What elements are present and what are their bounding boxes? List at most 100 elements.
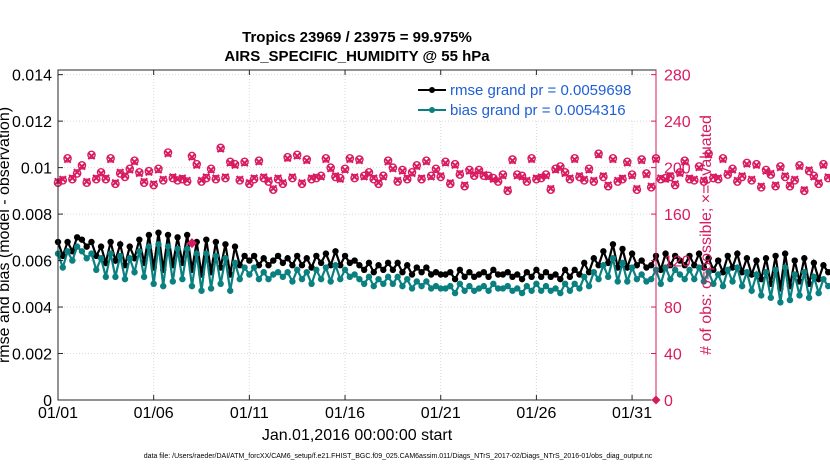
rmse-point [423, 264, 430, 271]
obs-possible-point [106, 154, 115, 163]
rmse-point [657, 266, 664, 274]
rmse-point [88, 238, 95, 246]
y-right-tick-label: 200 [664, 161, 691, 178]
obs-evaluated-point [795, 162, 804, 171]
bias-point [413, 278, 420, 285]
y-axis-label-left: rmse and bias (model - observation) [0, 107, 13, 363]
obs-evaluated-point [604, 181, 613, 189]
x-axis: 01/01 01/06 01/11 01/16 01/21 01/26 01/31 [38, 70, 652, 422]
obs-possible-point [326, 163, 335, 172]
obs-evaluated-point [336, 175, 345, 184]
obs-evaluated-point [408, 169, 416, 178]
obs-possible-point [149, 180, 158, 190]
rmse-point [164, 231, 172, 239]
obs-evaluated-point [398, 167, 407, 175]
obs-evaluated-point [125, 166, 134, 174]
bias-point [609, 255, 617, 262]
bias-point [667, 275, 674, 283]
bias-point [705, 268, 712, 276]
rmse-point [471, 273, 478, 281]
obs-evaluated-point [570, 155, 579, 164]
rmse-point [624, 264, 631, 271]
legend-label-bias: bias grand pr = 0.0054316 [450, 102, 626, 119]
legend-marker-rmse [429, 87, 435, 93]
bias-point [762, 268, 770, 276]
obs-possible-point [680, 156, 690, 165]
rmse-point [600, 248, 607, 255]
rmse-point [107, 238, 114, 246]
obs-possible-point [565, 174, 575, 184]
bias-point [93, 266, 100, 274]
obs-evaluated-point [585, 166, 593, 174]
obs-possible-point [737, 172, 747, 182]
bias-point [777, 299, 784, 306]
obs-possible-point [139, 178, 149, 188]
obs-evaluated-point [250, 174, 259, 182]
obs-evaluated-point [632, 184, 641, 193]
bias-point [561, 280, 569, 288]
bias-point [581, 273, 588, 281]
bias-point [767, 294, 775, 301]
y-left-tick-label: 0.004 [12, 300, 52, 317]
obs-possible-point [125, 164, 135, 174]
bias-point [729, 278, 736, 285]
bias-point [255, 275, 263, 283]
bias-point [643, 278, 650, 285]
bias-point [456, 280, 464, 288]
rmse-point [700, 264, 708, 271]
obs-evaluated-point [671, 179, 680, 188]
rmse-point [825, 268, 830, 276]
rmse-point [136, 236, 143, 243]
rmse-point [341, 252, 349, 260]
obs-evaluated-point [278, 178, 287, 187]
obs-possible-point [82, 178, 92, 188]
rmse-point [791, 257, 798, 264]
rmse-point [97, 243, 105, 250]
bias-point [604, 273, 612, 281]
obs-possible-point [340, 164, 350, 174]
y-right-tick-label: 40 [664, 347, 682, 364]
rmse-point [628, 250, 636, 257]
obs-evaluated-point [58, 175, 67, 184]
rmse-point [705, 255, 712, 262]
rmse-point [714, 257, 722, 264]
obs-evaluated-point [503, 185, 512, 194]
bias-point [724, 266, 731, 274]
bias-point [432, 282, 440, 290]
legend-marker-bias [429, 107, 435, 113]
obs-evaluated-point [188, 153, 196, 162]
bias-point [786, 296, 794, 304]
obs-possible-point [455, 170, 465, 179]
series-layer [53, 143, 830, 405]
rmse-point [528, 273, 535, 281]
rmse-point [427, 271, 435, 278]
rmse-point [566, 273, 574, 281]
bias-point [461, 287, 468, 294]
rmse-point [648, 262, 655, 269]
bias-point [394, 273, 401, 281]
rmse-point [781, 250, 789, 257]
obs-evaluated-point [580, 175, 589, 184]
bias-point [738, 282, 746, 290]
bias-point [313, 266, 320, 274]
obs-possible-point [465, 165, 474, 175]
bias-point [542, 282, 550, 290]
obs-possible-point [546, 185, 556, 194]
bias-point [600, 262, 607, 269]
obs-evaluated-point [202, 172, 211, 181]
left-y-axis: 0 0.002 0.004 0.006 0.008 0.01 0.012 0.014 [12, 68, 63, 410]
bias-point [805, 294, 813, 301]
obs-possible-point [699, 177, 709, 186]
legend-box [412, 78, 648, 120]
bias-point [719, 282, 727, 290]
obs-evaluated-point [63, 155, 72, 164]
rmse-point [518, 275, 526, 283]
bias-point [289, 278, 296, 285]
bias-point [212, 252, 220, 260]
obs-possible-point [599, 172, 608, 182]
bias-point [404, 275, 411, 283]
chart-subtitle: AIRS_SPECIFIC_HUMIDITY @ 55 hPa [224, 48, 490, 65]
obs-evaluated-point [757, 182, 766, 191]
rmse-point [609, 241, 617, 248]
obs-possible-point [393, 177, 402, 186]
